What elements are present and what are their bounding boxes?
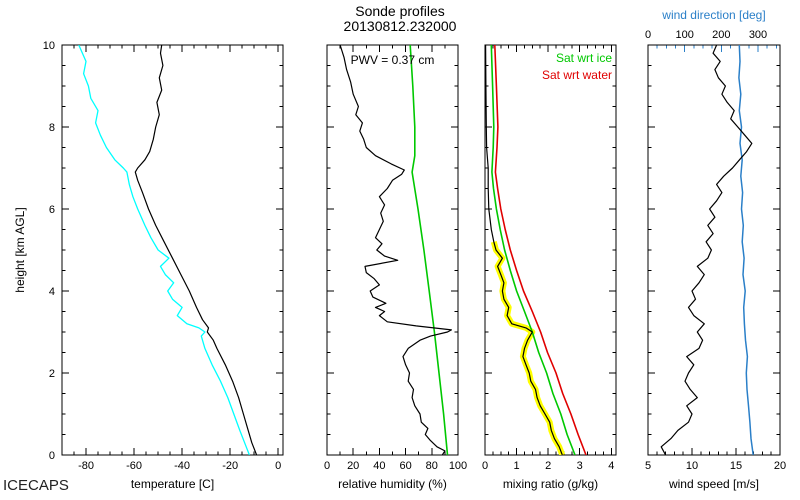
- temperature-x-tick-label: -20: [222, 460, 238, 472]
- wind-x-tick-label: 10: [686, 460, 698, 472]
- x-axis-label-temperature: temperature [C]: [130, 477, 215, 491]
- relative-humidity-curve: [339, 45, 452, 455]
- top-axis-label-wind-direction: wind direction [deg]: [662, 8, 766, 22]
- x-axis-label-relative-humidity: relative humidity (%): [338, 477, 447, 491]
- relative-humidity-x-tick-label: 20: [347, 460, 359, 472]
- relative-humidity-x-tick-label: 40: [373, 460, 385, 472]
- wind-plot-box: [647, 44, 781, 456]
- temperature-x-tick-label: 0: [275, 460, 281, 472]
- temperature-x-tick-label: -80: [78, 460, 94, 472]
- mixing-ratio-x-tick-label: 4: [608, 460, 614, 472]
- temperature-y-tick-label: 6: [49, 204, 55, 216]
- y-axis-label: height [km AGL]: [13, 207, 27, 293]
- temperature-y-tick-label: 0: [49, 450, 55, 462]
- temperature-y-tick-label: 10: [43, 40, 55, 52]
- wind-direction-tick-label: 200: [712, 29, 730, 41]
- mixing-ratio-curve: [485, 45, 563, 455]
- relative-humidity-x-tick-label: 60: [399, 460, 411, 472]
- saturation-mixing-ratio-water-curve: [494, 45, 587, 455]
- wind-x-tick-label: 15: [730, 460, 742, 472]
- pwv-annotation: PWV = 0.37 cm: [350, 53, 435, 67]
- mixing-ratio-plot-box: [484, 44, 617, 456]
- rh-saturation-wrt-ice-curve: [409, 45, 449, 455]
- wind-speed-curve: [660, 45, 753, 455]
- icecaps-label: ICECAPS: [3, 477, 69, 494]
- wind-direction-tick-label: 300: [749, 29, 767, 41]
- figure-subtitle: 20130812.232000: [343, 18, 457, 34]
- mixing-ratio-x-tick-label: 2: [545, 460, 551, 472]
- wind-x-tick-label: 20: [774, 460, 786, 472]
- wind-direction-curve: [738, 45, 754, 455]
- mixing-ratio-x-tick-label: 3: [577, 460, 583, 472]
- legend-sat-wrt-ice: Sat wrt ice: [555, 51, 612, 65]
- temperature-y-tick-label: 2: [49, 368, 55, 380]
- temperature-y-tick-label: 8: [49, 122, 55, 134]
- figure-title: Sonde profiles: [355, 3, 445, 19]
- saturation-mixing-ratio-ice-curve: [490, 45, 576, 455]
- wind-direction-tick-label: 100: [675, 29, 693, 41]
- mixing-ratio-x-tick-label: 1: [514, 460, 520, 472]
- relative-humidity-x-tick-label: 80: [426, 460, 438, 472]
- temperature-plot-box: [61, 44, 284, 456]
- mixing-ratio-halo: [490, 241, 566, 455]
- wind-x-tick-label: 5: [645, 460, 651, 472]
- mixing-ratio-legend: Sat wrt ice Sat wrt water: [483, 50, 612, 84]
- relative-humidity-x-tick-label: 0: [324, 460, 330, 472]
- temperature-y-tick-label: 4: [49, 286, 55, 298]
- legend-sat-wrt-water: Sat wrt water: [541, 68, 612, 82]
- relative-humidity-x-tick-label: 100: [449, 460, 467, 472]
- dewpoint-curve: [78, 45, 251, 455]
- temperature-x-tick-label: -40: [174, 460, 190, 472]
- temperature-x-tick-label: -60: [126, 460, 142, 472]
- x-axis-label-mixing-ratio: mixing ratio (g/kg): [502, 477, 599, 491]
- temperature-curve: [134, 45, 258, 455]
- wind-direction-tick-label: 0: [645, 29, 651, 41]
- mixing-ratio-x-tick-label: 0: [482, 460, 488, 472]
- relative-humidity-plot-box: [326, 44, 459, 456]
- x-axis-label-wind-speed: wind speed [m/s]: [668, 477, 760, 491]
